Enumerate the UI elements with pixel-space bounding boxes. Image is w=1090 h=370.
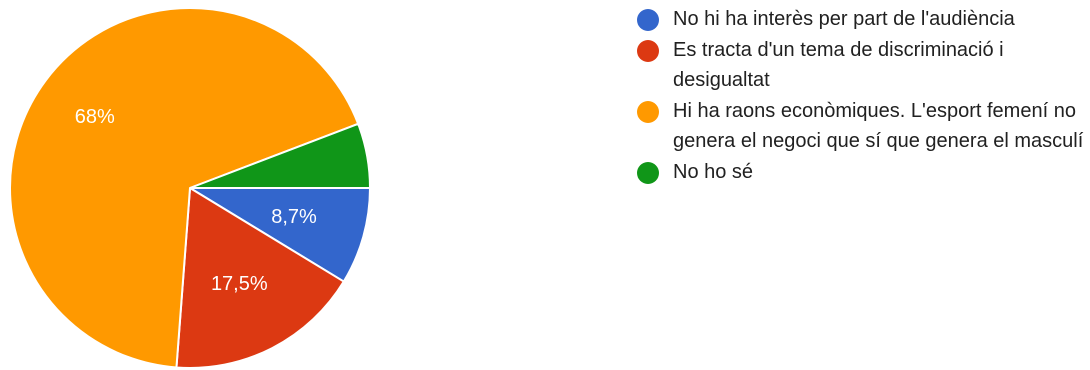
legend-swatch <box>637 9 659 31</box>
legend-item[interactable]: Hi ha raons econòmiques. L'esport femení… <box>637 99 1087 156</box>
legend-item[interactable]: No hi ha interès per part de l'audiència <box>637 7 1087 34</box>
legend-item[interactable]: Es tracta d'un tema de discriminació i d… <box>637 38 1087 95</box>
legend-label: No hi ha interès per part de l'audiència <box>673 4 1015 34</box>
legend-swatch <box>637 101 659 123</box>
legend-label: No ho sé <box>673 157 753 187</box>
slice-value-label: 68% <box>75 106 115 128</box>
legend-label: Hi ha raons econòmiques. L'esport femení… <box>673 96 1087 156</box>
legend-item[interactable]: No ho sé <box>637 160 1087 187</box>
slice-value-label: 8,7% <box>271 206 317 228</box>
slice-value-label: 17,5% <box>211 273 268 295</box>
legend-swatch <box>637 162 659 184</box>
legend-swatch <box>637 40 659 62</box>
pie-chart: 8,7% 17,5% 68% <box>0 0 380 370</box>
legend: No hi ha interès per part de l'audiència… <box>637 7 1087 191</box>
legend-label: Es tracta d'un tema de discriminació i d… <box>673 35 1087 95</box>
